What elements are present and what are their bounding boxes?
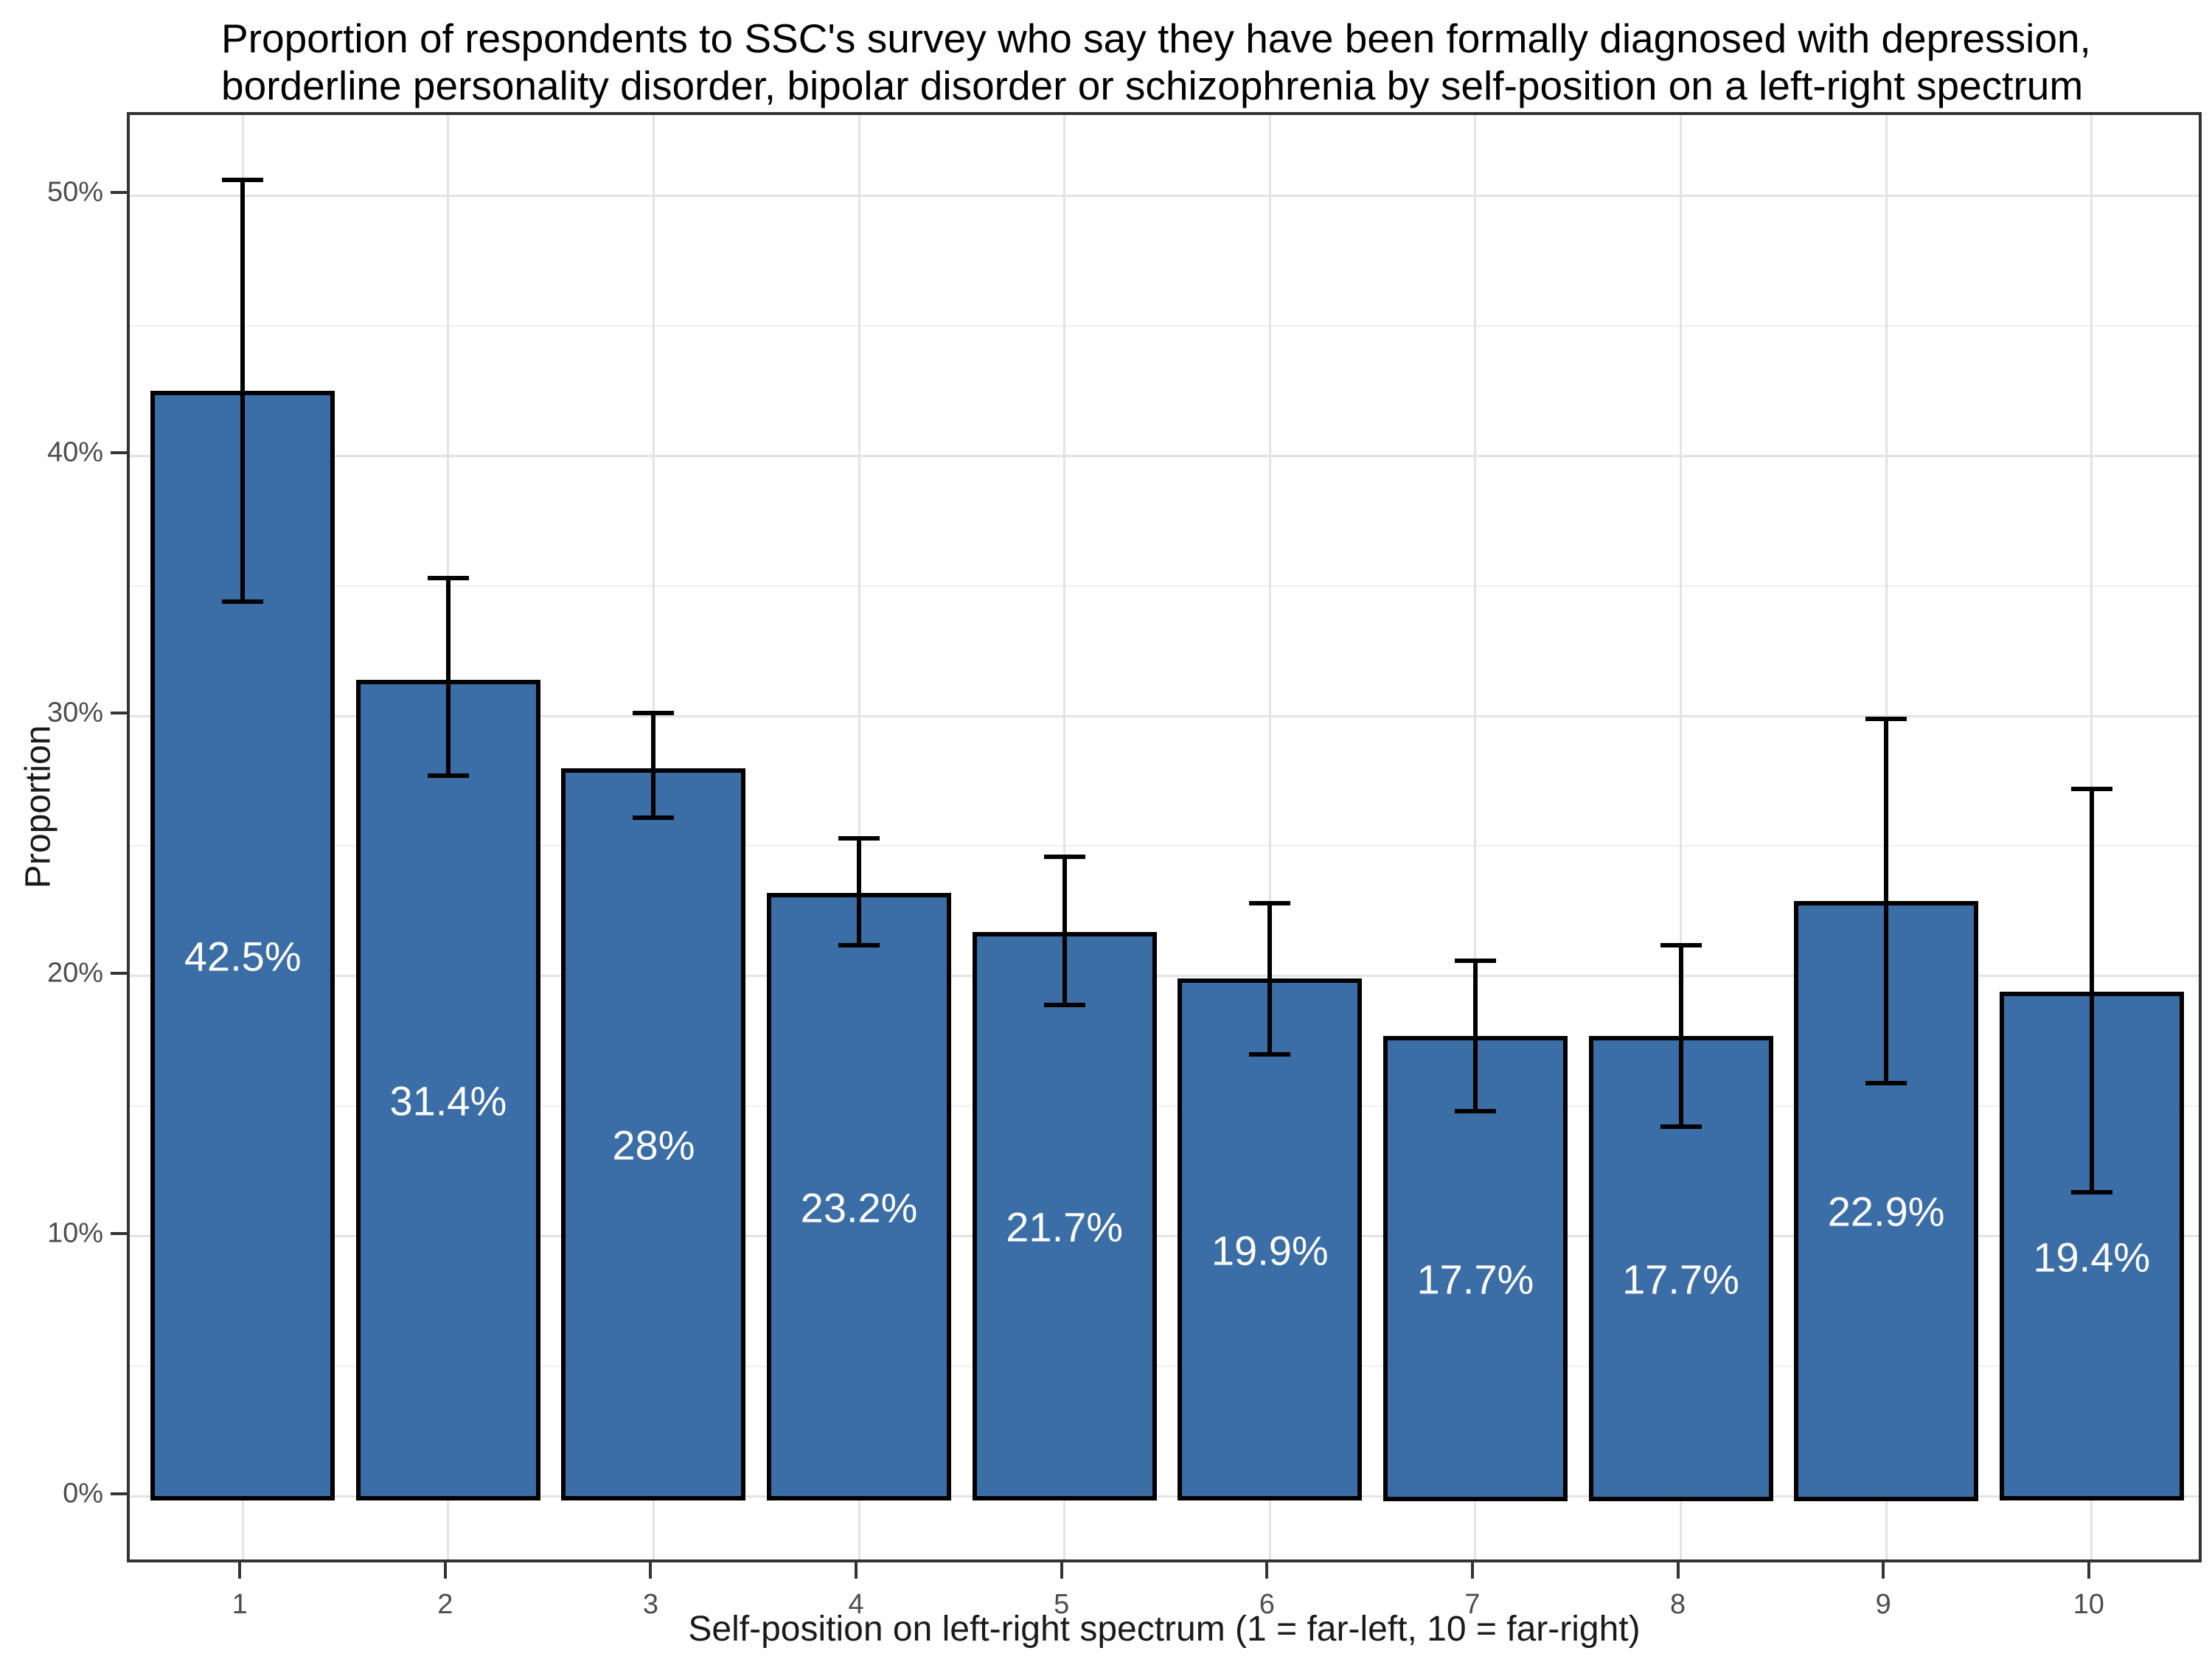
error-bar-cap-top <box>1043 854 1085 859</box>
error-bar-cap-bottom <box>427 773 469 779</box>
error-bar-cap-bottom <box>838 942 880 947</box>
y-tick-mark <box>111 191 127 195</box>
bar-value-label: 17.7% <box>1622 1256 1739 1303</box>
gridline-v-major <box>1680 115 1683 1559</box>
y-tick-label: 50% <box>46 176 103 208</box>
y-tick-mark <box>111 971 127 975</box>
x-tick-mark <box>238 1562 242 1579</box>
y-tick-mark <box>111 1231 127 1235</box>
error-bar-line <box>1062 856 1067 1005</box>
y-tick-label: 20% <box>46 957 103 989</box>
error-bar-cap-bottom <box>1660 1124 1702 1130</box>
y-tick-label: 10% <box>46 1217 103 1249</box>
plot-area: 42.5% 31.4% 28% 23.2% 21.7% 19.9% 17.7% 17.7% 22… <box>130 115 2199 1559</box>
error-bar-cap-top <box>633 711 675 716</box>
gridline-h-minor <box>130 1366 2199 1368</box>
error-bar-cap-top <box>1249 901 1291 906</box>
gridline-h-major <box>130 454 2199 457</box>
y-tick-label: 40% <box>46 437 103 468</box>
x-tick-label: 10 <box>2073 1589 2104 1620</box>
error-bar-line <box>240 180 246 602</box>
x-tick-mark <box>1265 1562 1269 1579</box>
error-bar-cap-bottom <box>222 599 264 604</box>
gridline-h-minor <box>130 585 2199 587</box>
x-tick-mark <box>1882 1562 1885 1579</box>
error-bar-cap-bottom <box>1043 1002 1085 1007</box>
x-tick-mark <box>1676 1562 1680 1579</box>
x-tick-mark <box>855 1562 858 1579</box>
y-tick-label: 0% <box>63 1478 103 1509</box>
x-tick-mark <box>1470 1562 1474 1579</box>
bar-value-label: 19.9% <box>1211 1227 1329 1274</box>
x-tick-mark <box>443 1562 447 1579</box>
gridline-h-major <box>130 1235 2199 1238</box>
gridline-h-major <box>130 1495 2199 1498</box>
error-bar-line <box>445 578 451 776</box>
error-bar-cap-top <box>838 835 880 841</box>
bar <box>972 931 1157 1501</box>
bar-value-label: 28% <box>612 1121 695 1169</box>
bar-value-label: 23.2% <box>800 1184 918 1231</box>
error-bar-cap-top <box>1865 716 1907 721</box>
bar <box>355 679 540 1501</box>
gridline-v-major <box>1268 115 1271 1559</box>
chart-title-line1: Proportion of respondents to SSC's surve… <box>221 15 2091 61</box>
error-bar-cap-top <box>2070 786 2112 791</box>
x-tick-label: 8 <box>1669 1589 1686 1620</box>
error-bar-line <box>651 713 656 818</box>
bar-value-label: 19.4% <box>2033 1234 2151 1281</box>
chart-title: Proportion of respondents to SSC's surve… <box>221 15 2091 109</box>
y-tick-mark <box>111 1492 127 1495</box>
error-bar-line <box>2089 788 2094 1192</box>
gridline-v-major <box>1063 115 1066 1559</box>
x-tick-label: 1 <box>232 1589 248 1620</box>
error-bar-line <box>1678 945 1683 1127</box>
x-tick-label: 3 <box>642 1589 659 1620</box>
error-bar-cap-top <box>1660 942 1702 947</box>
y-tick-mark <box>111 712 127 715</box>
error-bar-cap-top <box>1454 958 1496 963</box>
error-bar-cap-bottom <box>1865 1080 1907 1085</box>
gridline-h-major <box>130 714 2199 717</box>
x-axis-title: Self-position on left-right spectrum (1 … <box>688 1610 1641 1649</box>
bar-value-label: 22.9% <box>1827 1188 1945 1235</box>
y-axis-title: Proportion <box>18 725 58 888</box>
gridline-h-minor <box>130 845 2199 847</box>
error-bar-cap-bottom <box>2070 1189 2112 1194</box>
bar-value-label: 21.7% <box>1006 1203 1124 1251</box>
error-bar-cap-bottom <box>1249 1051 1291 1057</box>
gridline-h-major <box>130 975 2199 978</box>
error-bar-line <box>1472 960 1478 1112</box>
x-tick-mark <box>2087 1562 2090 1579</box>
chart-title-line2: borderline personality disorder, bipolar… <box>221 63 2084 108</box>
bar-value-label: 42.5% <box>184 933 302 980</box>
error-bar-cap-bottom <box>633 815 675 820</box>
x-tick-mark <box>649 1562 653 1579</box>
error-bar-cap-top <box>427 576 469 581</box>
gridline-h-major <box>130 194 2199 197</box>
gridline-v-major <box>1474 115 1477 1559</box>
gridline-h-minor <box>130 1105 2199 1107</box>
bar-value-label: 31.4% <box>389 1077 507 1124</box>
bar-value-label: 17.7% <box>1416 1256 1534 1303</box>
error-bar-cap-top <box>222 178 264 183</box>
error-bar-cap-bottom <box>1454 1109 1496 1114</box>
x-tick-label: 2 <box>437 1589 453 1620</box>
plot-panel: 42.5% 31.4% 28% 23.2% 21.7% 19.9% 17.7% 17.7% 22… <box>127 112 2202 1562</box>
y-tick-label: 30% <box>46 697 103 728</box>
error-bar-line <box>1884 718 1889 1083</box>
error-bar-line <box>1267 903 1273 1054</box>
x-tick-mark <box>1060 1562 1063 1579</box>
gridline-h-minor <box>130 324 2199 327</box>
y-tick-mark <box>111 451 127 455</box>
x-tick-label: 9 <box>1875 1589 1891 1620</box>
bar <box>1794 900 1979 1501</box>
error-bar-line <box>857 838 862 945</box>
